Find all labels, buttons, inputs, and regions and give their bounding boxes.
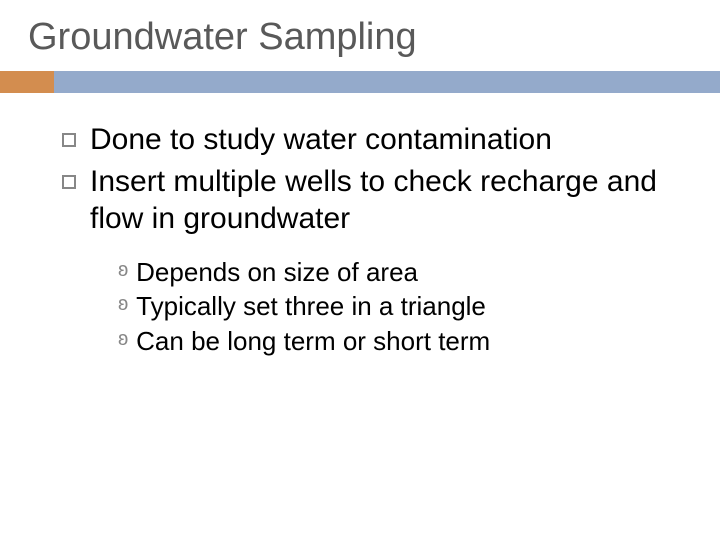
title-area: Groundwater Sampling — [0, 0, 720, 67]
sub-bullet-text: Depends on size of area — [136, 256, 418, 289]
square-bullet-icon — [62, 133, 76, 147]
sub-bullet: ʚ Typically set three in a triangle — [118, 290, 680, 323]
main-bullet: Done to study water contamination — [62, 121, 680, 159]
sub-bullet: ʚ Can be long term or short term — [118, 325, 680, 358]
accent-bar-right — [54, 71, 720, 93]
square-bullet-icon — [62, 175, 76, 189]
accent-bar — [0, 71, 720, 93]
sub-bullet-text: Can be long term or short term — [136, 325, 490, 358]
sub-bullet-text: Typically set three in a triangle — [136, 290, 486, 323]
main-bullet-text: Done to study water contamination — [90, 121, 552, 159]
content-area: Done to study water contamination Insert… — [0, 93, 720, 357]
circle-dot-icon: ʚ — [118, 259, 128, 282]
accent-bar-left — [0, 71, 54, 93]
circle-dot-icon: ʚ — [118, 328, 128, 351]
sub-bullet-list: ʚ Depends on size of area ʚ Typically se… — [62, 242, 680, 358]
main-bullet-text: Insert multiple wells to check recharge … — [90, 163, 680, 238]
slide-title: Groundwater Sampling — [28, 16, 720, 59]
circle-dot-icon: ʚ — [118, 293, 128, 316]
main-bullet: Insert multiple wells to check recharge … — [62, 163, 680, 238]
sub-bullet: ʚ Depends on size of area — [118, 256, 680, 289]
